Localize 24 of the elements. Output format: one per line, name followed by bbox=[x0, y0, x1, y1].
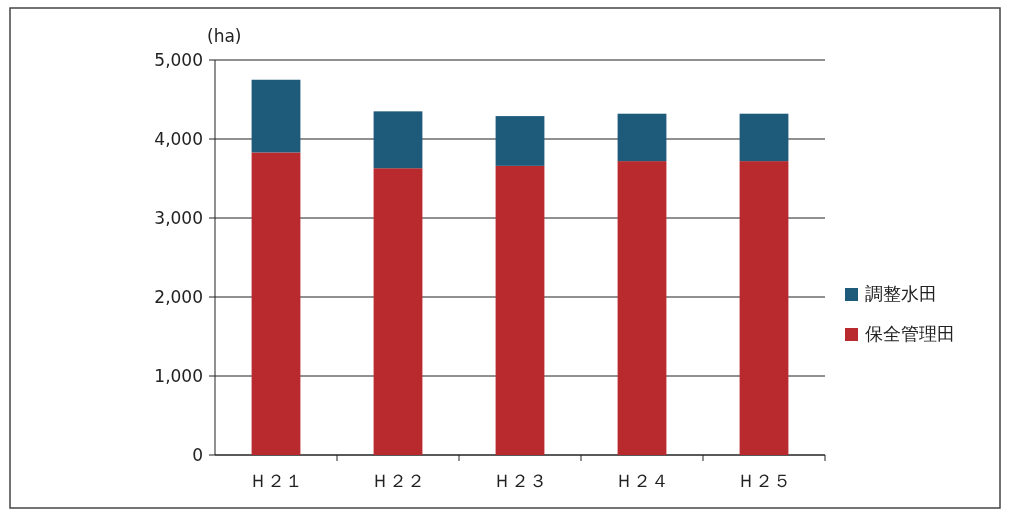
y-tick-label: 2,000 bbox=[154, 287, 203, 307]
y-tick-label: 4,000 bbox=[154, 129, 203, 149]
bar bbox=[495, 165, 545, 455]
bar bbox=[739, 161, 789, 455]
legend-label: 保全管理田 bbox=[865, 323, 955, 344]
bar bbox=[617, 113, 667, 162]
y-tick-label: 0 bbox=[192, 445, 203, 465]
legend-label: 調整水田 bbox=[865, 283, 937, 304]
x-tick-label: Ｈ２２ bbox=[371, 470, 425, 491]
x-tick-label: Ｈ２３ bbox=[493, 470, 547, 491]
x-tick-label: Ｈ２４ bbox=[615, 470, 669, 491]
y-tick-label: 1,000 bbox=[154, 366, 203, 386]
bar bbox=[251, 79, 301, 153]
bar bbox=[373, 111, 423, 169]
y-tick-label: 3,000 bbox=[154, 208, 203, 228]
bar bbox=[739, 113, 789, 162]
x-tick-label: Ｈ２１ bbox=[249, 470, 303, 491]
bar bbox=[251, 152, 301, 455]
bar bbox=[617, 161, 667, 455]
bar bbox=[373, 168, 423, 455]
y-axis-title: (ha) bbox=[207, 26, 242, 46]
bar bbox=[495, 116, 545, 166]
y-tick-label: 5,000 bbox=[154, 50, 203, 70]
x-tick-label: Ｈ２５ bbox=[737, 470, 791, 491]
